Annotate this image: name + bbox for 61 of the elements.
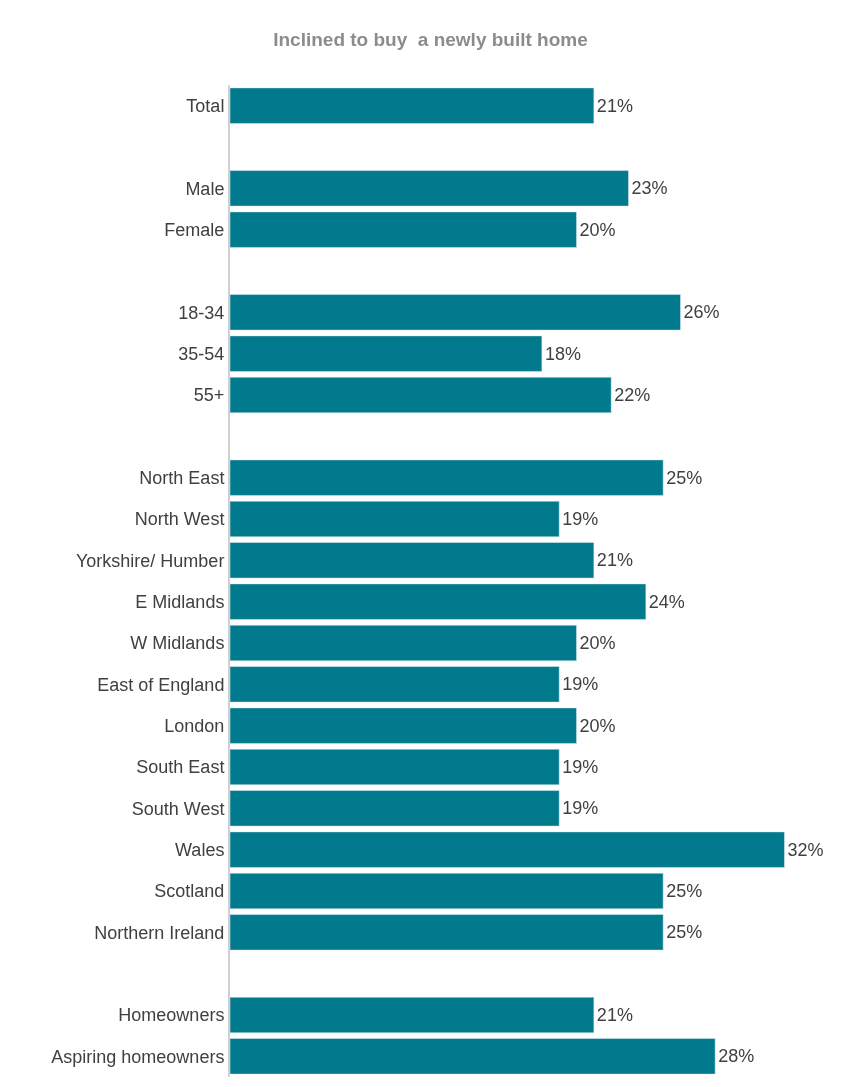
bar — [230, 914, 664, 951]
bar — [230, 500, 560, 538]
data-label: 21% — [596, 1005, 633, 1025]
bar — [230, 872, 664, 910]
bar — [230, 707, 577, 744]
bar — [230, 459, 664, 496]
bar — [230, 335, 543, 372]
y-tick-label: 18-34 — [178, 302, 225, 323]
y-tick-label: E Midlands — [135, 591, 225, 612]
bar — [230, 790, 560, 827]
y-tick-label: Scotland — [154, 881, 225, 902]
bar — [230, 211, 577, 248]
y-tick-label: Wales — [175, 839, 225, 860]
bar — [230, 87, 595, 124]
bar — [230, 996, 595, 1034]
y-tick-label: Aspiring homeowners — [51, 1046, 225, 1067]
data-label: 20% — [579, 633, 616, 653]
y-tick-label: South West — [131, 798, 225, 819]
y-tick-label: Female — [164, 219, 225, 240]
data-label: 23% — [631, 178, 668, 199]
bar — [230, 542, 595, 579]
y-tick-label: North West — [134, 509, 225, 530]
bar — [230, 666, 560, 703]
bar — [230, 831, 785, 868]
bar — [230, 583, 647, 620]
chart-title: Inclined to buy a newly built home — [273, 28, 588, 50]
data-label: 20% — [579, 715, 616, 736]
y-tick-label: South East — [136, 757, 225, 778]
data-label: 25% — [666, 881, 703, 901]
data-label: 21% — [596, 550, 633, 571]
bar — [230, 624, 577, 662]
bar — [230, 376, 612, 414]
bar — [230, 1038, 716, 1075]
y-tick-label: 35-54 — [178, 343, 225, 364]
y-tick-label: Homeowners — [118, 1005, 225, 1026]
bar — [230, 294, 681, 331]
data-label: 25% — [666, 467, 703, 488]
y-tick-label: W Midlands — [130, 633, 225, 654]
y-tick-label: Northern Ireland — [94, 922, 225, 943]
bar — [230, 748, 560, 786]
data-label: 24% — [648, 591, 685, 612]
y-tick-label: London — [164, 715, 225, 736]
y-tick-label: 55+ — [193, 385, 225, 406]
data-label: 25% — [666, 922, 703, 943]
data-label: 19% — [562, 509, 599, 529]
data-label: 18% — [544, 343, 581, 364]
y-tick-label: Yorkshire/ Humber — [75, 550, 225, 571]
y-tick-label: North East — [139, 467, 225, 488]
data-label: 19% — [562, 798, 599, 819]
data-label: 21% — [596, 95, 633, 116]
data-label: 19% — [562, 674, 599, 695]
data-label: 26% — [683, 302, 720, 323]
data-label: 22% — [614, 385, 651, 405]
y-tick-label: East of England — [97, 674, 225, 695]
bar — [230, 170, 629, 207]
data-label: 32% — [787, 839, 824, 860]
y-tick-label: Total — [186, 95, 225, 116]
data-label: 20% — [579, 219, 616, 240]
data-label: 19% — [562, 757, 599, 777]
y-tick-label: Male — [185, 178, 225, 199]
data-label: 28% — [718, 1046, 755, 1067]
